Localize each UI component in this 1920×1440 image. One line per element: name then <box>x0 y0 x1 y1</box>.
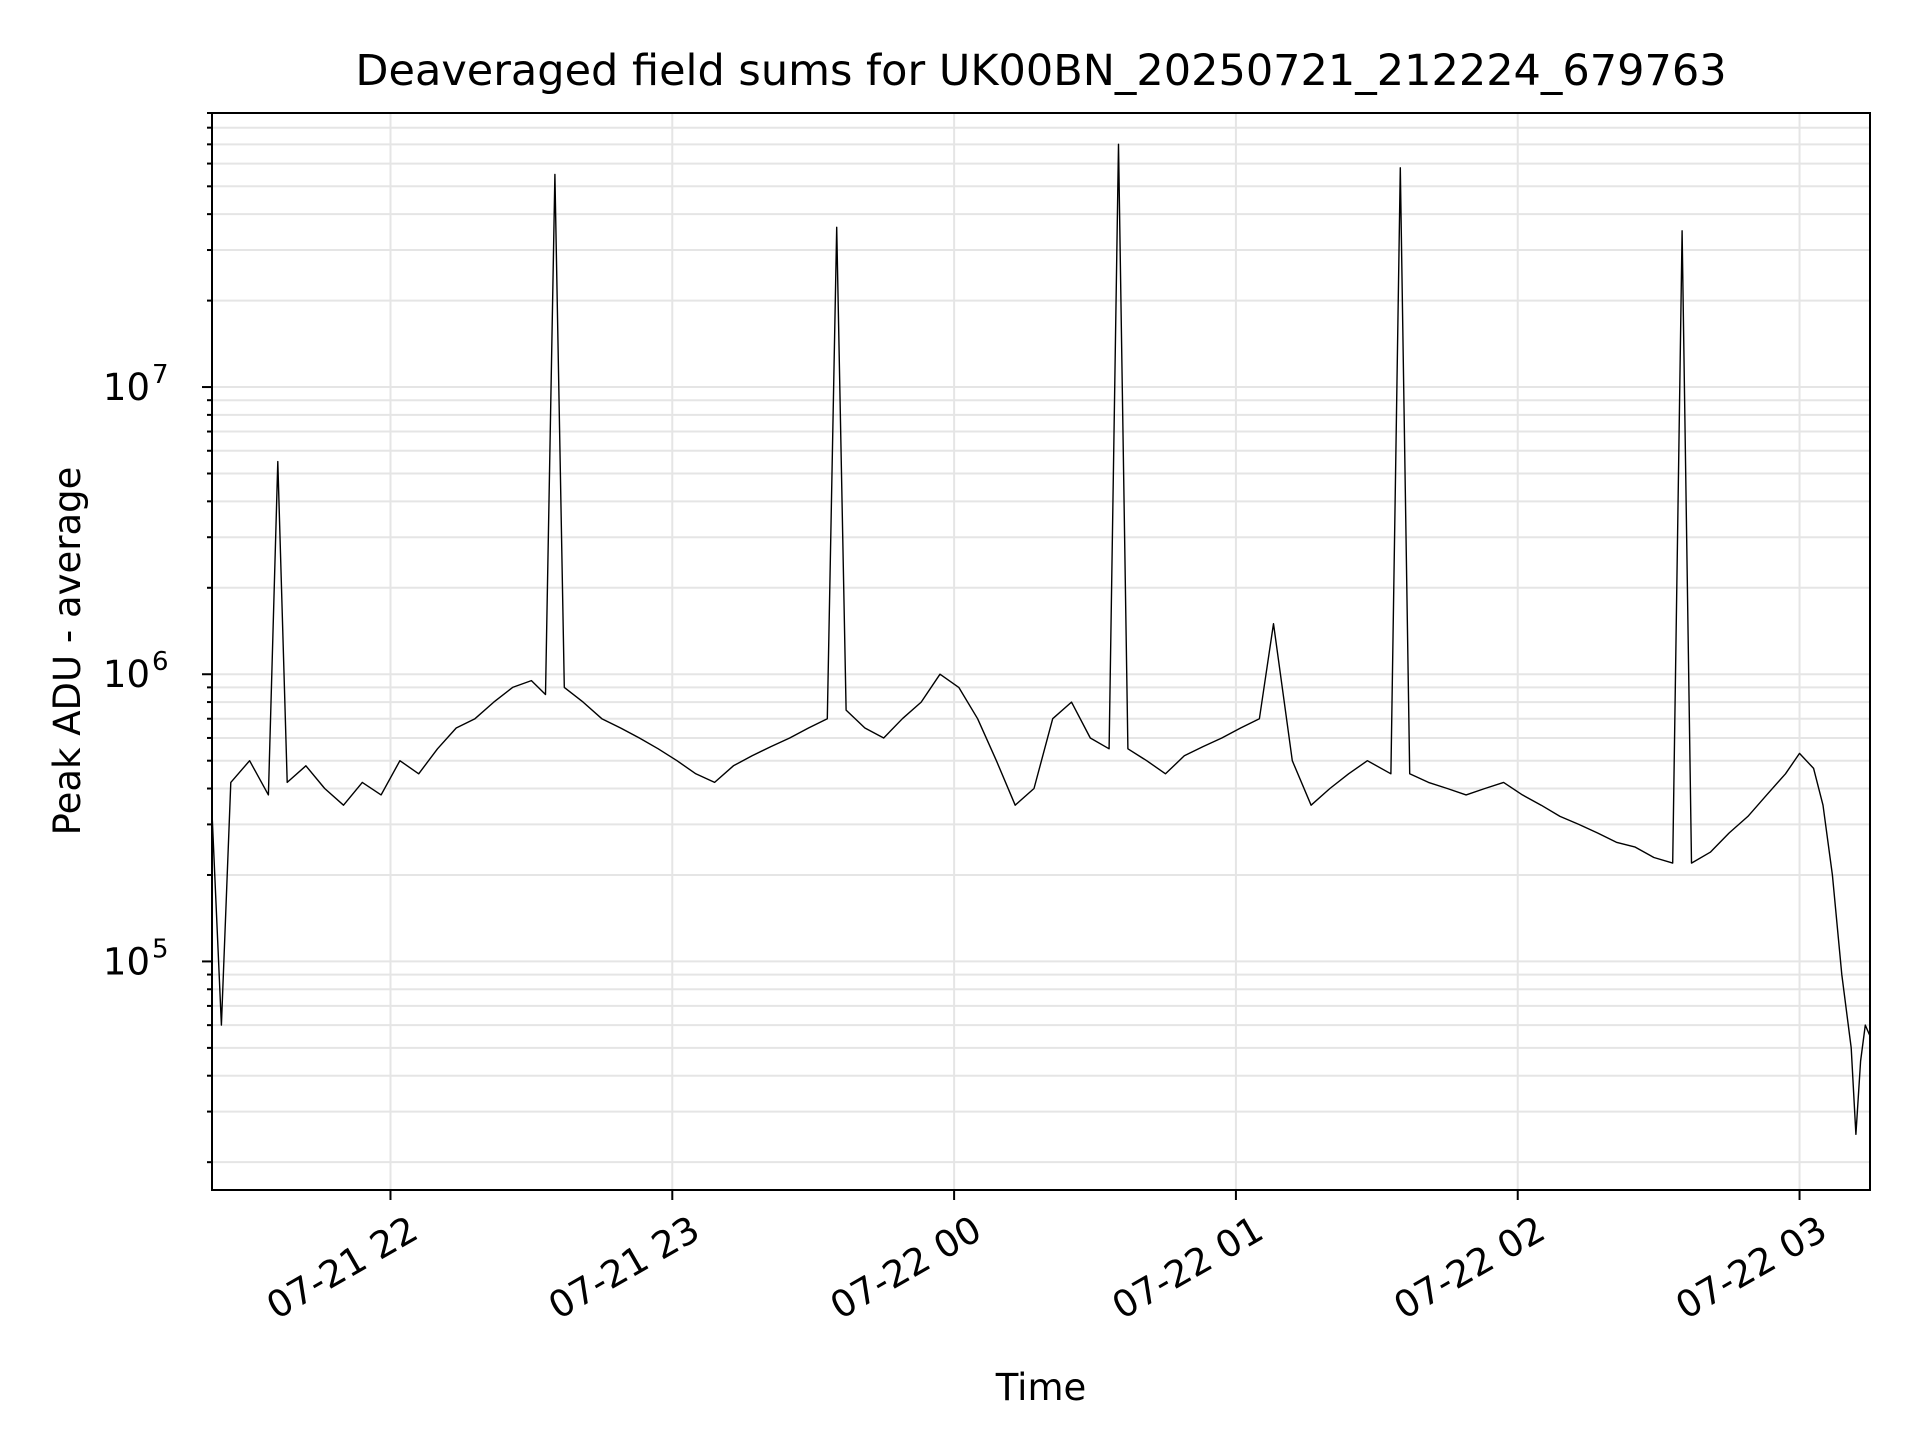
x-tick-label: 07-22 00 <box>823 1208 989 1328</box>
x-axis-label: Time <box>995 1366 1087 1409</box>
series-line <box>211 143 1871 1135</box>
x-tick-label: 07-21 22 <box>259 1208 425 1328</box>
x-tick-label: 07-22 02 <box>1387 1208 1553 1328</box>
y-tick-label: 10 <box>103 653 150 696</box>
y-axis-label: Peak ADU - average <box>46 467 89 836</box>
x-tick-label: 07-22 03 <box>1668 1208 1834 1328</box>
y-tick-exponent: 7 <box>152 360 169 390</box>
y-tick-exponent: 5 <box>152 934 169 964</box>
y-tick-exponent: 6 <box>152 647 169 677</box>
grid-lines <box>212 112 1870 1190</box>
x-axis-ticks: 07-21 22 07-21 23 07-22 00 07-22 01 07-22 02… <box>259 1190 1834 1328</box>
chart-title: Deaveraged field sums for UK00BN_2025072… <box>355 46 1726 96</box>
x-tick-label: 07-21 23 <box>541 1208 707 1328</box>
plot-frame <box>211 112 1871 1191</box>
x-tick-label: 07-22 01 <box>1105 1208 1271 1328</box>
y-tick-label: 10 <box>103 940 150 983</box>
y-tick-label: 10 <box>103 366 150 409</box>
